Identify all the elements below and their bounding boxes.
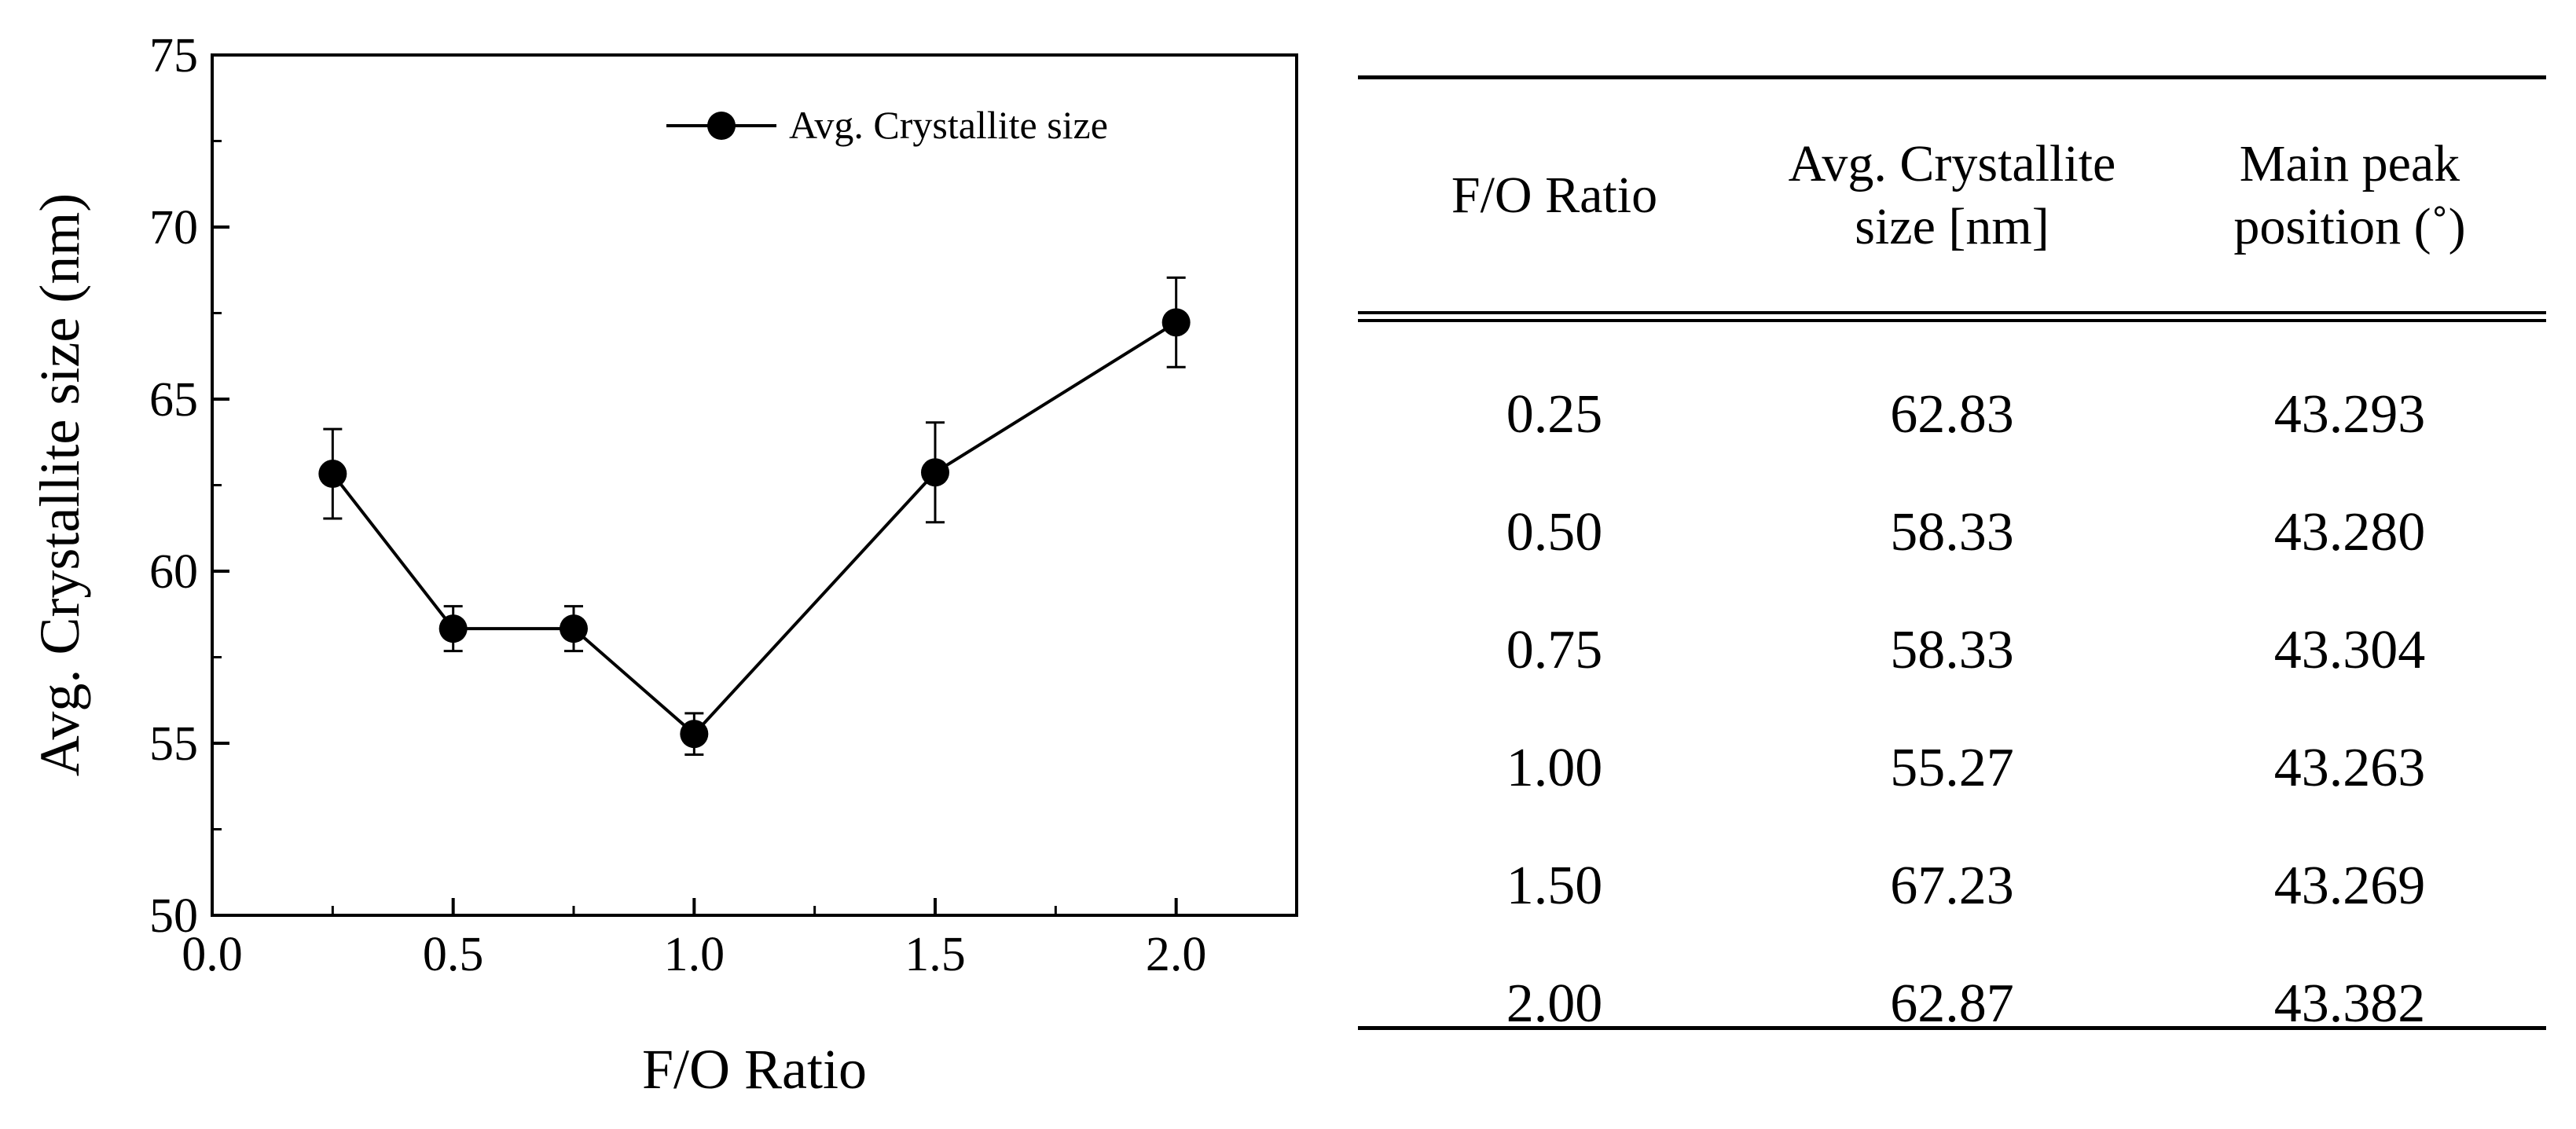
series-line (331, 321, 1177, 736)
table-bottom-rule (1358, 1026, 2546, 1030)
data-point (318, 460, 347, 489)
plot-frame (211, 53, 1298, 917)
cell-peak-position: 43.304 (2273, 620, 2426, 680)
y-tick-label: 70 (149, 201, 198, 255)
header-fo-ratio: F/O Ratio (1451, 166, 1658, 224)
cell-peak-position: 43.382 (2273, 973, 2426, 1034)
data-point (439, 614, 468, 643)
legend-label: Avg. Crystallite size (789, 103, 1108, 147)
table-header-row: F/O Ratio Avg. Crystallite size [nm] Mai… (1358, 79, 2546, 311)
x-tick-label: 1.5 (905, 928, 966, 981)
line-chart: 0.0 0.5 1.0 1.5 2.0 50 55 60 65 70 75 F/O Ratio A… (28, 29, 1298, 1101)
x-tick-label: 0.5 (423, 928, 484, 981)
y-tick-label: 60 (149, 545, 198, 599)
cell-crystallite-size: 62.87 (1890, 973, 2014, 1034)
x-tick-label: 2.0 (1146, 928, 1207, 981)
y-axis-ticks: 50 55 60 65 70 75 (149, 29, 229, 943)
x-axis-ticks: 0.0 0.5 1.0 1.5 2.0 (182, 898, 1206, 981)
cell-crystallite-size: 62.83 (1890, 384, 2014, 445)
table-body: 0.25 62.83 43.293 0.50 58.33 43.280 0.75… (1358, 382, 2546, 1089)
cell-fo-ratio: 1.00 (1506, 738, 1603, 798)
cell-peak-position: 43.269 (2273, 856, 2426, 916)
data-point (680, 720, 709, 749)
cell-fo-ratio: 0.25 (1506, 384, 1603, 445)
x-tick-label: 1.0 (664, 928, 725, 981)
cell-peak-position: 43.293 (2273, 384, 2426, 445)
table-row: 1.50 67.23 43.269 (1358, 853, 2546, 971)
y-tick-label: 50 (149, 889, 198, 943)
table-row: 2.00 62.87 43.382 (1358, 971, 2546, 1089)
y-axis-title: Avg. Crystallite size (nm) (28, 193, 91, 777)
table-header-rule (1358, 311, 2546, 314)
series-layer (318, 276, 1191, 756)
cell-crystallite-size: 67.23 (1890, 856, 2014, 916)
x-axis-title: F/O Ratio (642, 1038, 867, 1101)
legend-marker (707, 112, 736, 140)
cell-fo-ratio: 0.75 (1506, 620, 1603, 680)
cell-fo-ratio: 0.50 (1506, 502, 1603, 563)
data-point (921, 458, 949, 487)
cell-crystallite-size: 58.33 (1890, 620, 2014, 680)
x-tick-label: 0.0 (182, 928, 243, 981)
cell-fo-ratio: 1.50 (1506, 856, 1603, 916)
header-avg-crystallite-size: Avg. Crystallite size [nm] (1788, 134, 2116, 255)
table-row: 0.50 58.33 43.280 (1358, 500, 2546, 618)
y-tick-label: 55 (149, 717, 198, 771)
cell-crystallite-size: 58.33 (1890, 502, 2014, 563)
cell-peak-position: 43.280 (2273, 502, 2426, 563)
table-top-rule (1358, 75, 2546, 79)
cell-crystallite-size: 55.27 (1890, 738, 2014, 798)
cell-fo-ratio: 2.00 (1506, 973, 1603, 1034)
table-row: 0.75 58.33 43.304 (1358, 618, 2546, 735)
table-header-rule-double (1358, 319, 2546, 322)
data-point (560, 614, 588, 643)
y-tick-label: 65 (149, 373, 198, 427)
y-tick-label: 75 (149, 29, 198, 82)
table-row: 1.00 55.27 43.263 (1358, 735, 2546, 853)
cell-peak-position: 43.263 (2273, 738, 2426, 798)
header-main-peak-position: Main peak position (˚) (2233, 134, 2466, 255)
legend: Avg. Crystallite size (666, 103, 1108, 147)
data-point (1161, 308, 1191, 337)
table-row: 0.25 62.83 43.293 (1358, 382, 2546, 500)
